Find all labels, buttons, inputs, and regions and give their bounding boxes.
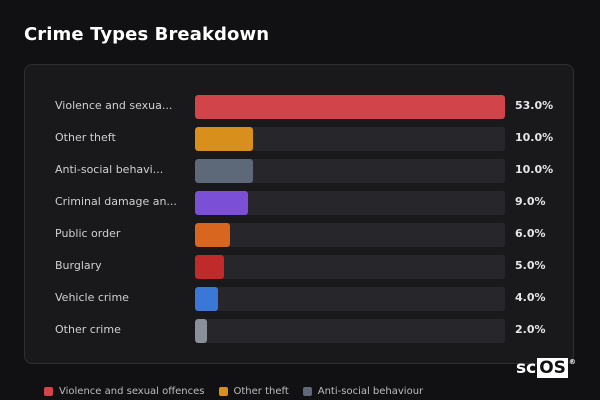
legend-item: Other theft [218, 386, 289, 397]
bar [195, 159, 254, 183]
chart-card: Violence and sexua... 53.0% Other theft 10.… [24, 64, 574, 364]
legend-swatch [44, 387, 53, 396]
bar-label: Burglary [55, 259, 102, 272]
bar-value-label: 6.0% [515, 227, 546, 240]
logo-boxed: OS [537, 358, 568, 378]
bar-value-label: 4.0% [515, 291, 546, 304]
bar [195, 255, 225, 279]
bar-track [195, 287, 505, 311]
bar [195, 127, 254, 151]
legend-label: Violence and sexual offences [59, 386, 205, 397]
bar-track [195, 255, 505, 279]
bar-track [195, 159, 505, 183]
bar-label: Public order [55, 227, 121, 240]
bar-track [195, 319, 505, 343]
bar-row: Vehicle crime 4.0% [25, 287, 573, 311]
bar-value-label: 10.0% [515, 131, 554, 144]
bar-row: Anti-social behavi... 10.0% [25, 159, 573, 183]
bar-row: Other crime 2.0% [25, 319, 573, 343]
logo-registered-mark: ® [568, 358, 576, 366]
bar-track [195, 95, 505, 119]
logo-prefix: sc [516, 358, 537, 378]
bar-row: Violence and sexua... 53.0% [25, 95, 573, 119]
bar [195, 95, 505, 119]
bar-value-label: 53.0% [515, 99, 554, 112]
bar-label: Other theft [55, 131, 116, 144]
bar [195, 191, 248, 215]
bar-value-label: 5.0% [515, 259, 546, 272]
legend-item: Anti-social behaviour [302, 386, 424, 397]
bar-value-label: 9.0% [515, 195, 546, 208]
bar-value-label: 2.0% [515, 323, 546, 336]
bar-row: Other theft 10.0% [25, 127, 573, 151]
bar-label: Vehicle crime [55, 291, 129, 304]
bar-row: Burglary 5.0% [25, 255, 573, 279]
bar [195, 319, 207, 343]
bar-label: Violence and sexua... [55, 99, 173, 112]
legend-label: Other theft [233, 386, 289, 397]
bar [195, 223, 231, 247]
legend-swatch [302, 387, 312, 396]
legend-item: Violence and sexual offences [44, 386, 205, 397]
chart-legend: Violence and sexual offences Other theft A… [44, 386, 423, 397]
bar-label: Criminal damage an... [55, 195, 177, 208]
bar-track [195, 223, 505, 247]
bar-value-label: 10.0% [515, 163, 554, 176]
bar-row: Criminal damage an... 9.0% [25, 191, 573, 215]
legend-swatch [218, 387, 228, 396]
bar-label: Anti-social behavi... [55, 163, 164, 176]
bar-track [195, 127, 505, 151]
bar [195, 287, 219, 311]
scos-logo: sc OS ® [516, 358, 576, 378]
legend-label: Anti-social behaviour [317, 386, 424, 397]
bar-label: Other crime [55, 323, 121, 336]
bar-row: Public order 6.0% [25, 223, 573, 247]
page-title: Crime Types Breakdown [24, 24, 270, 45]
bar-track [195, 191, 505, 215]
